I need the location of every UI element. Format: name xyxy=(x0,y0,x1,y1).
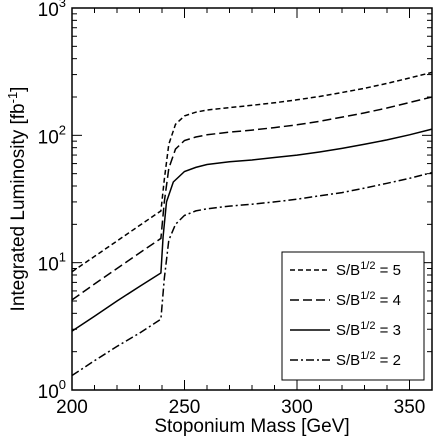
legend-label-4: S/B1/2 = 2 xyxy=(336,350,401,369)
curve-series-4 xyxy=(71,171,433,377)
legend: S/B1/2 = 5 S/B1/2 = 4 S/B1/2 = 3 S/B1/2 = 2 xyxy=(281,251,425,381)
y-tick-label: 102 xyxy=(38,122,66,148)
y-tick-label: 100 xyxy=(38,377,66,403)
y-tick-label: 101 xyxy=(38,250,66,276)
x-tick-label: 250 xyxy=(169,397,201,418)
curve-series-3 xyxy=(71,128,433,332)
curves xyxy=(71,71,433,377)
legend-label-1: S/B1/2 = 5 xyxy=(336,260,401,279)
x-tick-label: 350 xyxy=(394,397,426,418)
curve-series-2 xyxy=(71,96,433,301)
x-tick-label: 300 xyxy=(281,397,313,418)
axis-ticks: 200 250 300 350 100 101 102 103 xyxy=(38,0,432,418)
y-tick-label: 103 xyxy=(38,0,66,21)
legend-label-2: S/B1/2 = 4 xyxy=(336,290,401,309)
y-axis-title: Integrated Luminosity [fb-1] xyxy=(5,87,29,312)
curve-series-1 xyxy=(71,71,433,273)
legend-box xyxy=(281,251,425,381)
x-axis-title: Stoponium Mass [GeV] xyxy=(154,416,349,437)
x-tick-label: 200 xyxy=(56,397,88,418)
legend-label-3: S/B1/2 = 3 xyxy=(336,320,401,339)
